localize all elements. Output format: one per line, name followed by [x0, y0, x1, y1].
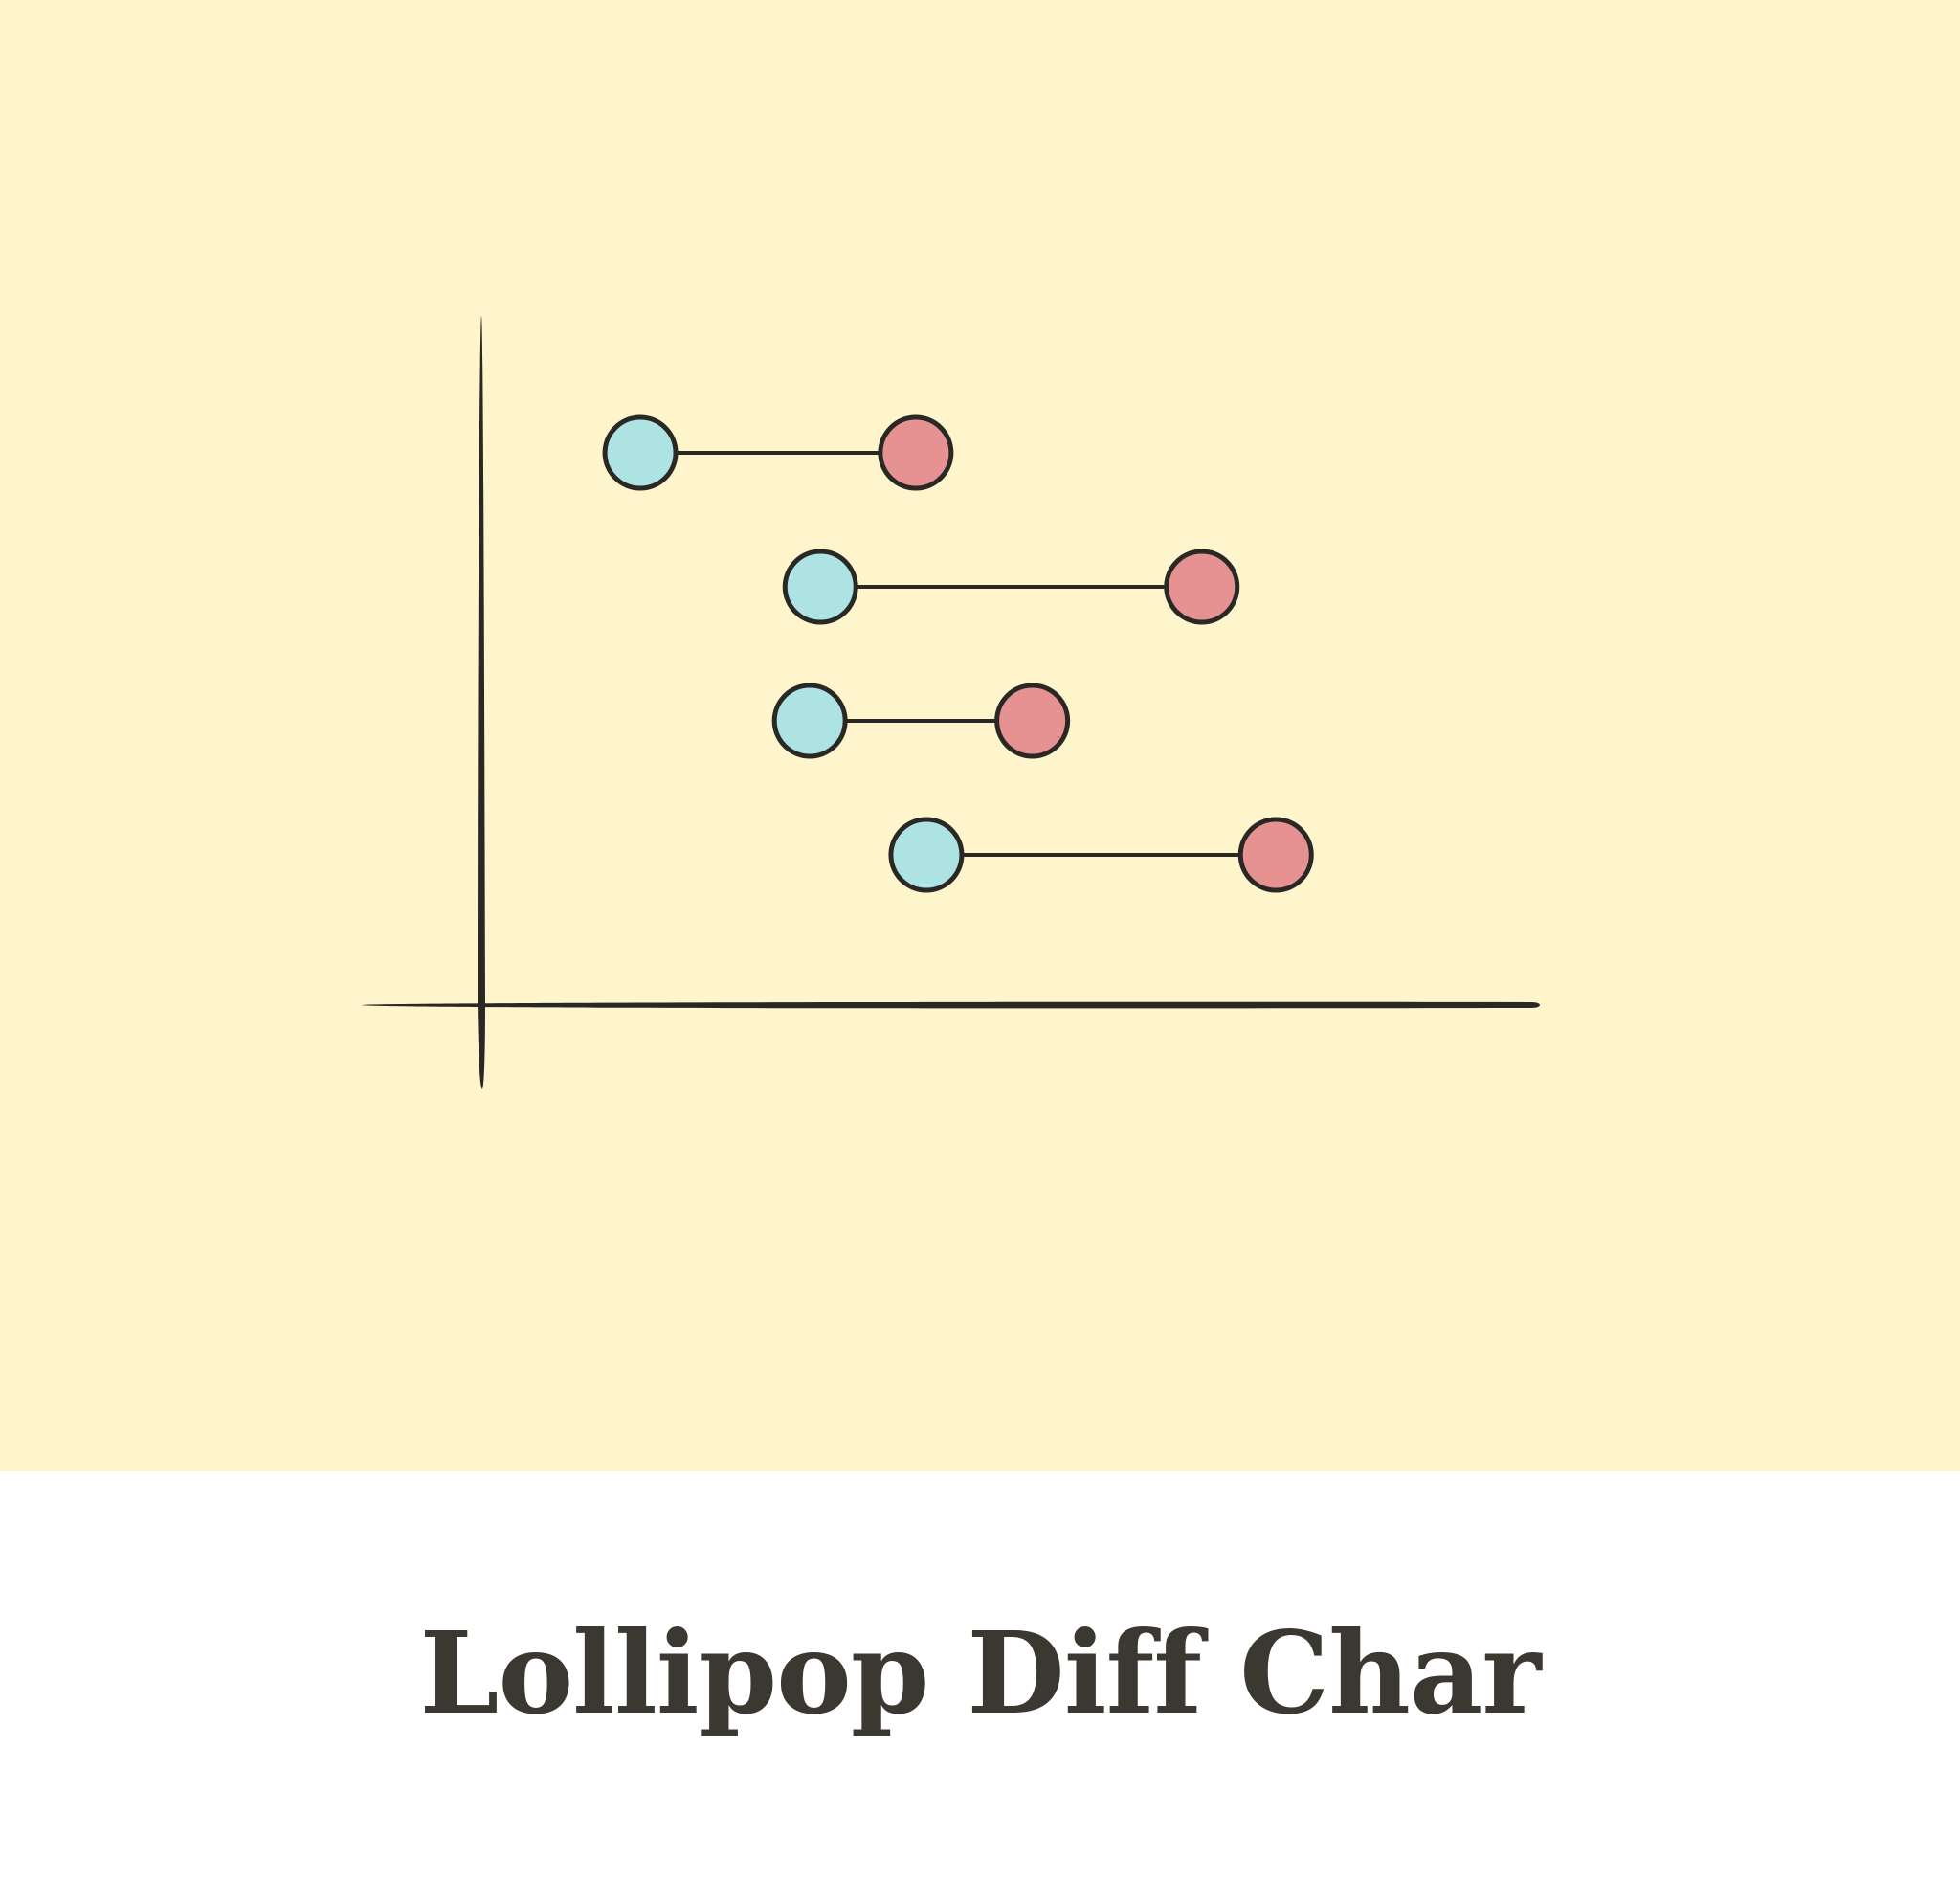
y-axis-line — [478, 316, 485, 1089]
lollipop-chart — [362, 316, 1540, 1089]
end-point — [1237, 817, 1314, 893]
end-point — [878, 414, 954, 491]
chart-caption-title: Lollipop Diff Char — [419, 1606, 1541, 1739]
chart-panel — [0, 0, 1960, 1471]
chart-marks — [602, 414, 1314, 893]
end-point — [1164, 549, 1240, 625]
start-point — [771, 683, 848, 759]
start-point — [782, 549, 858, 625]
start-point — [888, 817, 965, 893]
end-point — [994, 683, 1071, 759]
chart-axes — [362, 316, 1540, 1089]
start-point — [602, 414, 679, 491]
caption-area: Lollipop Diff Char — [0, 1471, 1960, 1882]
x-axis-line — [362, 1001, 1540, 1009]
